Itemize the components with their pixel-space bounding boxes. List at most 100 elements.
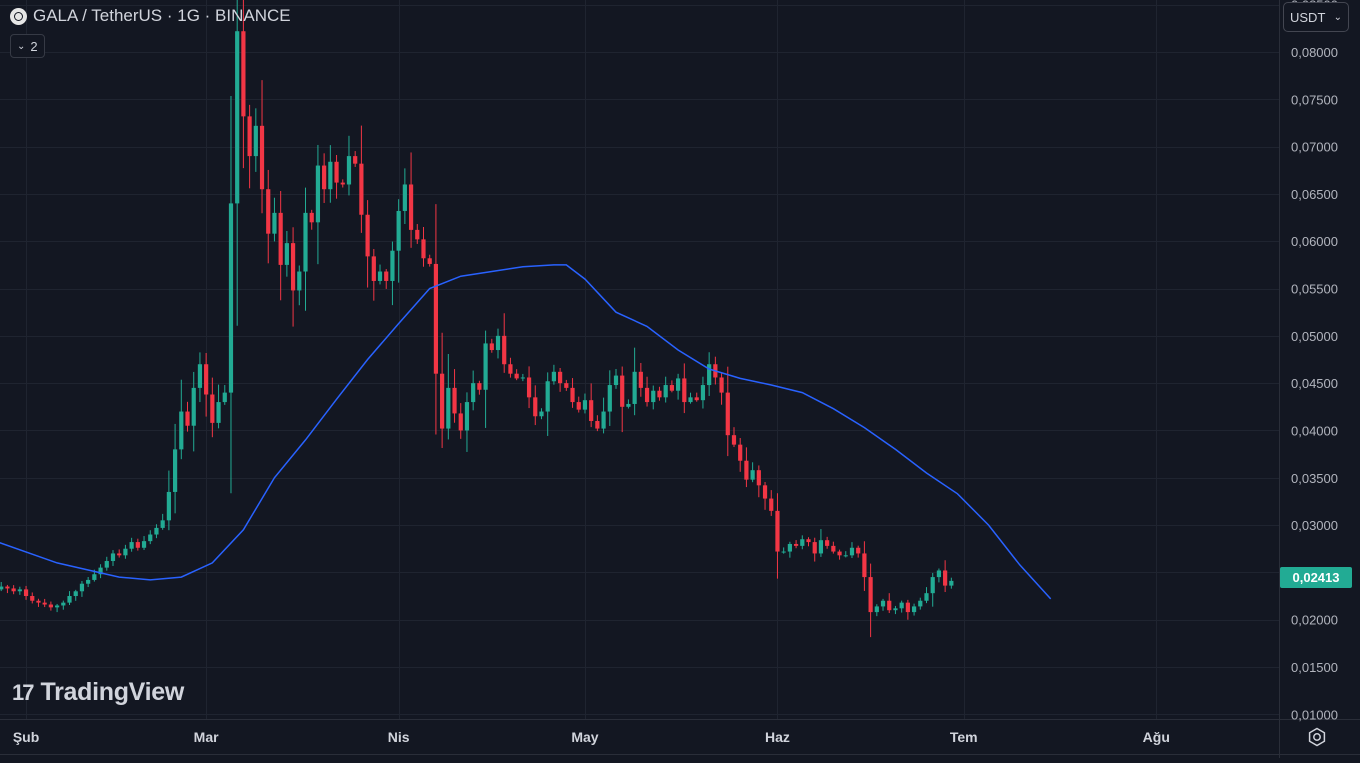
y-tick-label: 0,01500 bbox=[1291, 660, 1338, 675]
candle-down bbox=[669, 385, 674, 391]
candle-up bbox=[700, 385, 706, 401]
candle-up bbox=[818, 540, 824, 554]
chart-settings-button[interactable] bbox=[1306, 726, 1328, 748]
candle-down bbox=[514, 373, 519, 379]
candle-down bbox=[415, 229, 420, 240]
candle-down bbox=[905, 602, 910, 613]
candle-up bbox=[79, 583, 85, 592]
watermark-text: TradingView bbox=[40, 678, 184, 706]
candle-up bbox=[197, 364, 203, 388]
candle-up bbox=[464, 402, 470, 431]
candle-down bbox=[725, 392, 730, 436]
candle-down bbox=[290, 243, 296, 291]
chevron-down-icon: ⌄ bbox=[17, 40, 26, 52]
candle-down bbox=[421, 239, 426, 259]
candle-down bbox=[42, 602, 47, 605]
candle-down bbox=[856, 547, 861, 554]
candle-up bbox=[880, 600, 886, 607]
candle-down bbox=[589, 400, 594, 421]
last-price-value: 0,02413 bbox=[1292, 570, 1340, 585]
candle-up bbox=[787, 543, 792, 552]
x-tick-label: Nis bbox=[388, 729, 410, 745]
y-tick-label: 0,03500 bbox=[1291, 471, 1338, 486]
tradingview-watermark: 17 TradingView bbox=[12, 678, 184, 707]
indicator-collapse-button[interactable]: ⌄ 2 bbox=[10, 34, 45, 58]
gear-icon bbox=[1308, 727, 1326, 747]
candle-up bbox=[166, 491, 171, 521]
candle-up bbox=[483, 343, 488, 390]
y-tick-label: 0,07500 bbox=[1291, 92, 1338, 107]
candle-up bbox=[663, 385, 668, 398]
candle-down bbox=[278, 212, 283, 265]
candle-down bbox=[247, 116, 252, 157]
candle-down bbox=[744, 460, 749, 480]
candle-up bbox=[750, 470, 755, 480]
candle-down bbox=[477, 383, 482, 390]
candle-down bbox=[756, 470, 761, 486]
indicator-count: 2 bbox=[30, 38, 38, 54]
y-tick-label: 0,05000 bbox=[1291, 329, 1338, 344]
candle-down bbox=[533, 397, 538, 417]
candle-up bbox=[402, 184, 407, 211]
candle-up bbox=[545, 381, 550, 412]
candle-down bbox=[769, 498, 774, 511]
x-tick-label: Haz bbox=[765, 729, 790, 745]
candle-up bbox=[632, 371, 637, 404]
candle-down bbox=[595, 420, 600, 429]
candle-down bbox=[620, 375, 625, 407]
candle-up bbox=[899, 602, 904, 609]
candle-up bbox=[172, 449, 178, 492]
tradingview-logo-icon: 17 bbox=[12, 679, 35, 705]
symbol-legend: GALA / TetherUS · 1G · BINANCE bbox=[10, 6, 291, 26]
candle-down bbox=[458, 413, 463, 431]
currency-select[interactable]: USDT ⌄ bbox=[1283, 2, 1349, 32]
candle-up bbox=[520, 377, 525, 379]
candle-down bbox=[862, 553, 867, 578]
y-tick-label: 0,04000 bbox=[1291, 423, 1338, 438]
candle-down bbox=[371, 256, 376, 281]
candle-down bbox=[185, 411, 190, 426]
candle-down bbox=[558, 371, 563, 384]
candle-up bbox=[235, 31, 240, 204]
candle-up bbox=[626, 403, 631, 407]
candle-down bbox=[427, 258, 432, 264]
y-tick-label: 0,01000 bbox=[1291, 707, 1338, 722]
candle-up bbox=[651, 390, 656, 403]
candle-up bbox=[297, 271, 302, 291]
candle-down bbox=[266, 189, 271, 234]
x-tick-label: Tem bbox=[950, 729, 978, 745]
last-price-label: 0,02413 bbox=[1280, 567, 1352, 588]
candle-down bbox=[353, 156, 358, 164]
candle-down bbox=[23, 589, 29, 597]
candle-up bbox=[73, 591, 78, 597]
candle-up bbox=[216, 402, 221, 423]
candle-down bbox=[837, 551, 842, 556]
candle-up bbox=[893, 608, 898, 611]
x-tick-label: Ağu bbox=[1143, 729, 1170, 745]
candle-up bbox=[936, 570, 942, 578]
candle-down bbox=[322, 165, 327, 190]
candle-up bbox=[123, 548, 128, 556]
y-tick-label: 0,04500 bbox=[1291, 376, 1338, 391]
candle-up bbox=[154, 527, 159, 535]
candle-up bbox=[781, 551, 786, 553]
candle-down bbox=[30, 596, 35, 601]
currency-label: USDT bbox=[1290, 9, 1326, 25]
y-tick-label: 0,03000 bbox=[1291, 518, 1338, 533]
candle-up bbox=[390, 250, 395, 281]
candle-up bbox=[800, 539, 805, 546]
candle-up bbox=[110, 553, 116, 562]
y-tick-label: 0,02000 bbox=[1291, 613, 1338, 628]
candle-up bbox=[141, 541, 147, 548]
candle-up bbox=[613, 375, 619, 386]
candle-up bbox=[284, 243, 289, 265]
candle-down bbox=[340, 182, 345, 185]
candle-up bbox=[949, 580, 954, 586]
y-tick-label: 0,06000 bbox=[1291, 234, 1338, 249]
x-tick-label: Şub bbox=[13, 729, 39, 745]
candle-down bbox=[806, 539, 811, 543]
candle-down bbox=[241, 31, 246, 117]
candle-up bbox=[911, 606, 917, 613]
